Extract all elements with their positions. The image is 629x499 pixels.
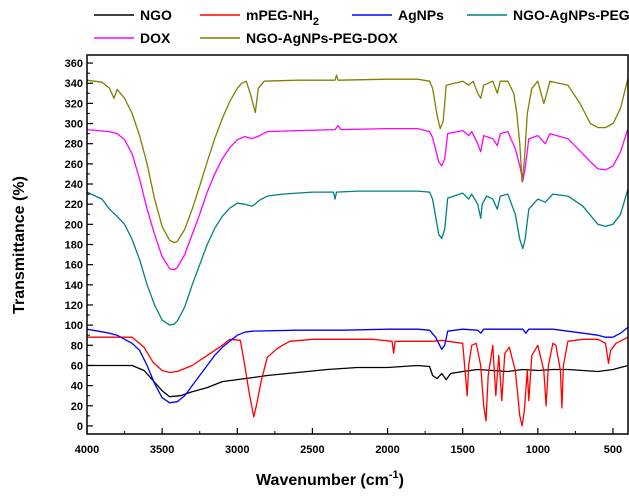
x-tick-label: 3500: [150, 444, 174, 456]
x-axis-title: Wavenumber (cm-1): [256, 469, 404, 489]
series-line-ngo-agnps-peg-dox: [86, 74, 629, 244]
legend-label-agnps: AgNPs: [398, 7, 444, 23]
series-line-mpeg-nh: [87, 336, 629, 427]
series-line-ngo-agnps-peg: [86, 188, 629, 326]
legend-label-ngo-agnps-peg-dox: NGO-AgNPs-PEG-DOX: [246, 30, 398, 46]
y-tick-label: 360: [65, 58, 83, 70]
series-line-dox: [86, 124, 629, 271]
x-tick-label: 4000: [75, 444, 99, 456]
y-tick-label: 320: [65, 98, 83, 110]
y-tick-label: 60: [71, 360, 83, 372]
y-tick-label: 260: [65, 159, 83, 171]
legend-label-ngo: NGO: [140, 7, 172, 23]
x-axis-title-main: Wavenumber (cm: [256, 472, 389, 489]
x-tick-label: 2500: [300, 444, 324, 456]
y-tick-label: 40: [71, 381, 83, 393]
series-line-agnps: [86, 326, 629, 404]
x-tick-label: 3000: [225, 444, 249, 456]
y-axis: 0 20 40 60 80 100 120 140 160 180 200 220 240 260 280 3…: [65, 58, 93, 433]
x-tick-label: 1000: [526, 444, 550, 456]
series-line-ngo: [87, 364, 629, 398]
series-layer: [86, 74, 629, 427]
legend-label-dox: DOX: [140, 30, 171, 46]
y-tick-label: 80: [71, 340, 83, 352]
x-tick-label: 500: [604, 444, 622, 456]
y-tick-label: 120: [65, 300, 83, 312]
x-axis-title-sup: -1: [389, 469, 399, 481]
y-tick-label: 160: [65, 260, 83, 272]
x-axis: 4000 3500 3000 2500 2000 1500 1000 500: [75, 428, 622, 456]
y-tick-label: 200: [65, 219, 83, 231]
y-tick-label: 340: [65, 78, 83, 90]
y-tick-label: 180: [65, 240, 83, 252]
y-tick-label: 20: [71, 401, 83, 413]
legend-label-ngo-agnps-peg: NGO-AgNPs-PEG: [513, 7, 629, 23]
y-tick-label: 280: [65, 139, 83, 151]
x-tick-label: 2000: [375, 444, 399, 456]
legend: NGO mPEG-NH2 AgNPs NGO-AgNPs-PEG DOX NGO-AgNP…: [94, 7, 629, 46]
y-tick-label: 220: [65, 199, 83, 211]
y-tick-label: 140: [65, 280, 83, 292]
legend-label-mpeg-nh: mPEG-NH2: [246, 7, 319, 28]
y-tick-label: 100: [65, 320, 83, 332]
y-axis-title: Transmittance (%): [11, 176, 28, 314]
y-tick-label: 0: [77, 421, 83, 433]
y-tick-label: 240: [65, 179, 83, 191]
y-tick-label: 300: [65, 119, 83, 131]
x-tick-label: 1500: [450, 444, 474, 456]
x-axis-title-end: ): [399, 472, 404, 489]
